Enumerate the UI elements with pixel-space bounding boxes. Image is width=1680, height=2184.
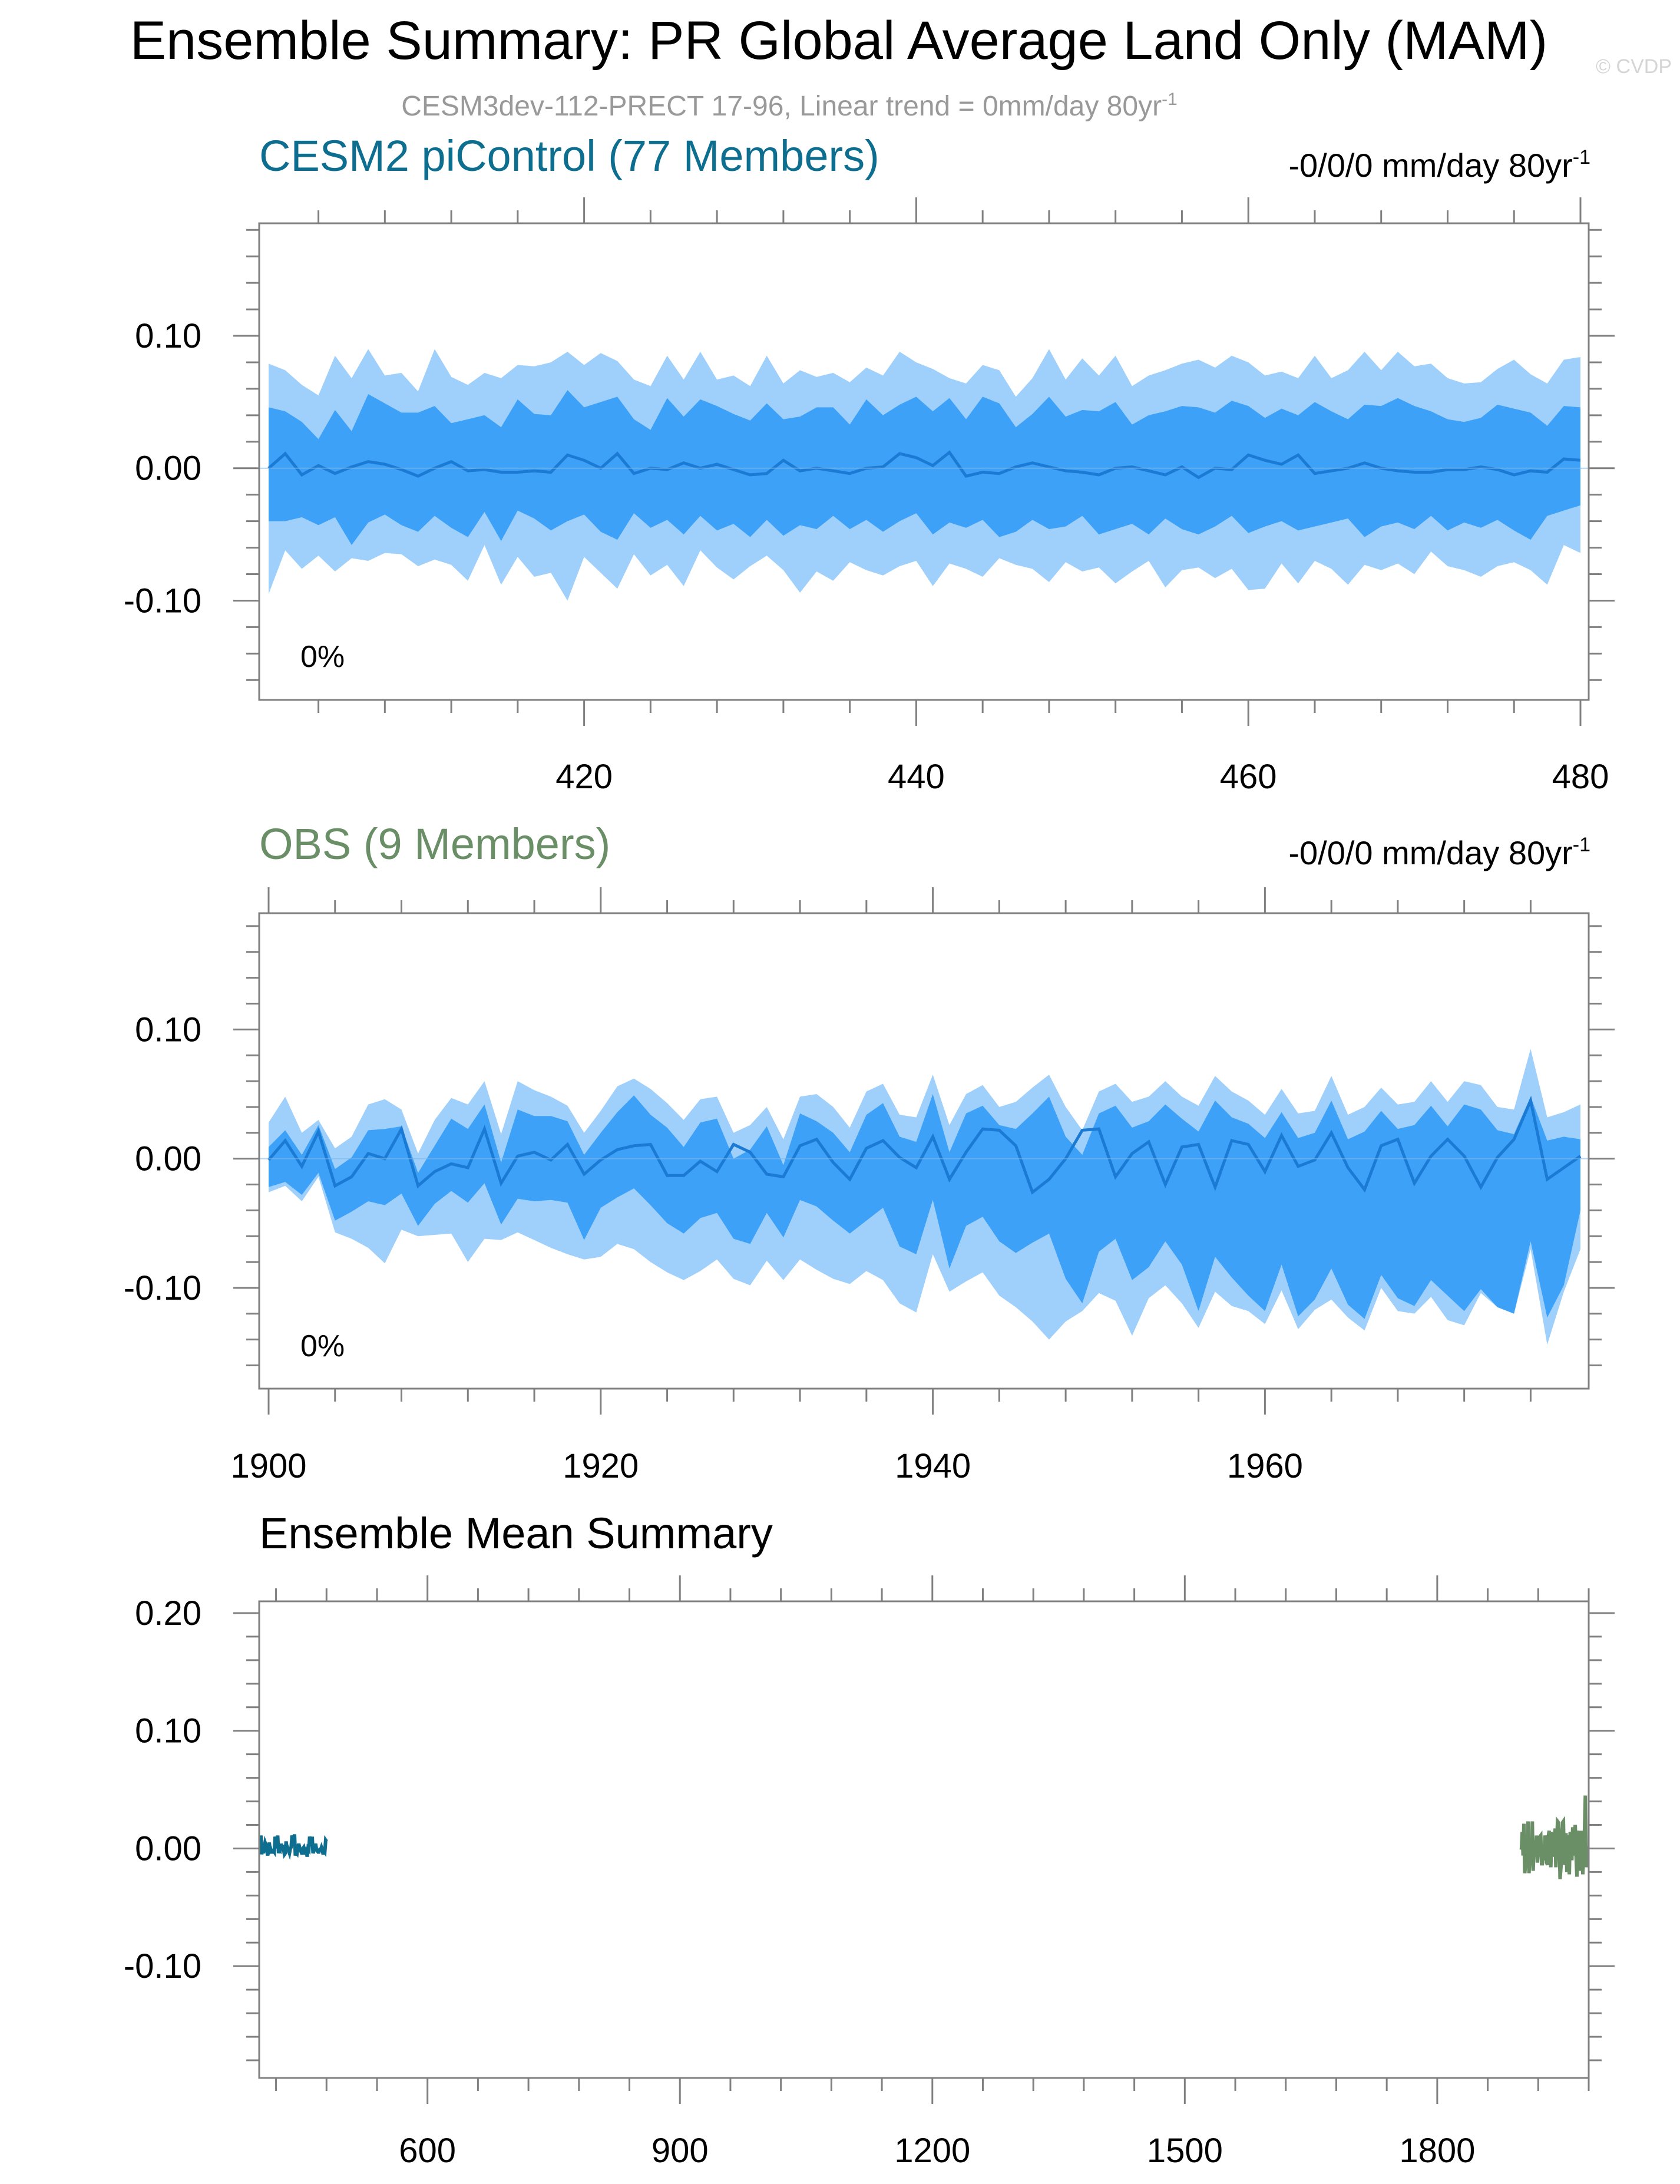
inner-spread-band xyxy=(269,390,1580,546)
x-tick-label: 1920 xyxy=(563,1447,639,1485)
ensemble-mean-line xyxy=(267,450,1581,480)
plot-frame xyxy=(258,222,1590,701)
y-tick-label: 0.10 xyxy=(135,1712,201,1750)
panel-title: CESM2 piControl (77 Members) xyxy=(259,131,879,180)
chart-panel-3: Ensemble Mean Summary 0.20 0.10 0.00 -0.10 60… xyxy=(124,1509,1615,2170)
watermark-text: © CVDP xyxy=(1596,55,1672,78)
y-tick-label: 0.10 xyxy=(135,1010,201,1049)
panel-title: OBS (9 Members) xyxy=(259,820,610,868)
y-tick-label: -0.10 xyxy=(124,1269,201,1307)
model-ensemble-mean-line xyxy=(258,1834,328,1861)
y-tick-label: 0.00 xyxy=(135,1140,201,1178)
x-tick-label: 1500 xyxy=(1147,2132,1223,2170)
plot-frame xyxy=(258,1600,1590,2079)
x-tick-label: 600 xyxy=(399,2132,456,2170)
x-tick-label: 1940 xyxy=(895,1447,971,1485)
trend-label-text: -0/0/0 mm/day 80yr xyxy=(1288,834,1572,871)
x-tick-label: 480 xyxy=(1552,758,1609,796)
y-tick-label: 0.10 xyxy=(135,317,201,355)
trend-label-superscript: -1 xyxy=(1573,146,1590,168)
x-tick-label: 1800 xyxy=(1399,2132,1475,2170)
figure-title: Ensemble Summary: PR Global Average Land… xyxy=(130,11,1548,71)
chart-panels: CESM2 piControl (77 Members) -0/0/0 mm/da… xyxy=(124,131,1615,2170)
x-tick-label: 1900 xyxy=(230,1447,306,1485)
y-tick-label: -0.10 xyxy=(124,581,201,620)
percent-label: 0% xyxy=(300,1329,345,1363)
chart-panel-1: CESM2 piControl (77 Members) -0/0/0 mm/da… xyxy=(124,131,1615,796)
x-tick-label: 440 xyxy=(888,758,945,796)
trend-label: -0/0/0 mm/day 80yr-1 xyxy=(1288,834,1590,871)
x-tick-label: 460 xyxy=(1220,758,1277,796)
x-tick-label: 1960 xyxy=(1227,1447,1303,1485)
trend-label: -0/0/0 mm/day 80yr-1 xyxy=(1288,146,1590,184)
y-tick-label: 0.20 xyxy=(135,1594,201,1633)
percent-label: 0% xyxy=(300,640,345,674)
x-tick-label: 420 xyxy=(555,758,613,796)
plot-frame xyxy=(258,912,1590,1390)
subtitle-text: CESM3dev-112-PRECT 17-96, Linear trend =… xyxy=(401,91,1162,122)
ensemble-mean-line xyxy=(267,1095,1582,1195)
chart-panel-2: OBS (9 Members) -0/0/0 mm/day 80yr-1 0.10 0… xyxy=(124,820,1615,1485)
y-tick-label: 0.00 xyxy=(135,1829,201,1868)
y-tick-label: -0.10 xyxy=(124,1947,201,1985)
panel-title: Ensemble Mean Summary xyxy=(259,1509,773,1558)
x-tick-label: 900 xyxy=(652,2132,709,2170)
trend-label-text: -0/0/0 mm/day 80yr xyxy=(1288,147,1572,184)
subtitle-superscript: -1 xyxy=(1162,90,1178,109)
trend-label-superscript: -1 xyxy=(1573,834,1590,856)
obs-ensemble-mean-line xyxy=(1519,1795,1590,1879)
y-tick-label: 0.00 xyxy=(135,450,201,488)
figure-subtitle: CESM3dev-112-PRECT 17-96, Linear trend =… xyxy=(401,90,1178,122)
x-tick-label: 1200 xyxy=(894,2132,970,2170)
